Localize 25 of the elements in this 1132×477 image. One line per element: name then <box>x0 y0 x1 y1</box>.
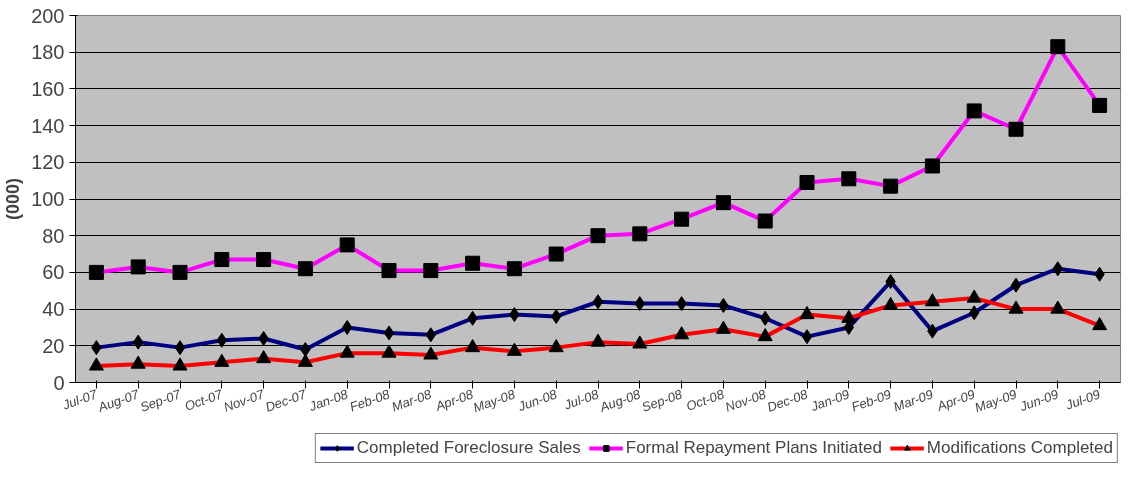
legend-label: Modifications Completed <box>926 437 1113 458</box>
legend-label: Completed Foreclosure Sales <box>356 437 581 458</box>
x-tick-label: Sep-07 <box>138 386 184 415</box>
y-tick-label: 120 <box>31 151 65 174</box>
y-axis-title: (000) <box>3 177 24 221</box>
y-tick-label: 40 <box>42 298 65 321</box>
y-tick-label: 180 <box>31 41 65 64</box>
y-tick-label: 20 <box>42 334 65 357</box>
y-tick-label: 60 <box>42 261 65 284</box>
x-tick-label: Jul-09 <box>1062 386 1103 413</box>
x-tick-label: Jun-09 <box>1016 386 1061 415</box>
y-tick-label: 0 <box>53 371 65 394</box>
y-tick-label: 100 <box>31 188 65 210</box>
x-tick-label: Jul-08 <box>561 386 602 413</box>
x-tick-label: Jun-08 <box>515 386 560 415</box>
y-tick-label: 200 <box>31 4 65 27</box>
y-tick-label: 160 <box>31 77 65 100</box>
legend-label: Formal Repayment Plans Initiated <box>625 437 882 458</box>
x-tick-label: Mar-09 <box>891 386 935 415</box>
x-tick-label: Oct-07 <box>182 386 226 414</box>
x-tick-label: Apr-09 <box>934 386 977 415</box>
y-tick-label: 80 <box>42 224 65 247</box>
y-tick-label: 140 <box>31 114 65 137</box>
x-tick-label: Sep-08 <box>639 386 685 415</box>
x-tick-label: Feb-09 <box>849 386 894 415</box>
